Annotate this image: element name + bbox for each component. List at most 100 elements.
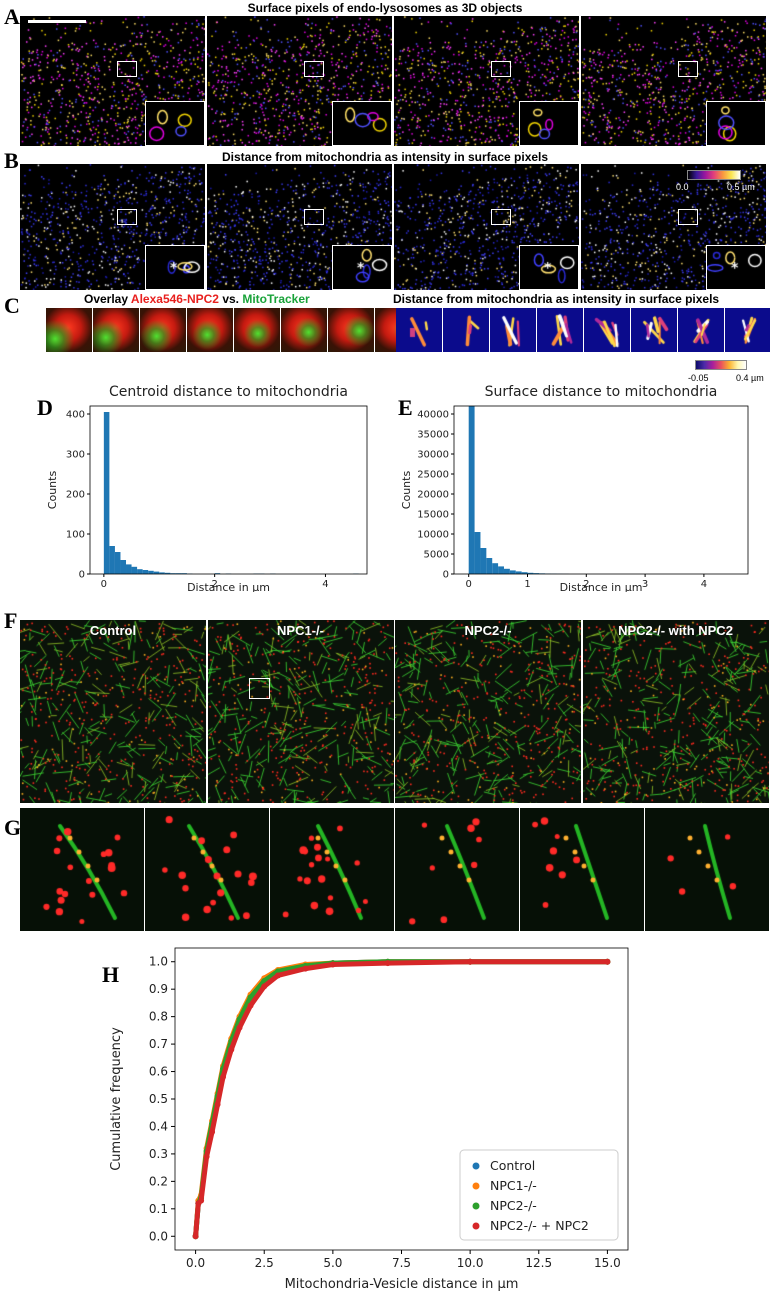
roi-box <box>304 209 324 225</box>
histogram-bar <box>214 573 221 574</box>
x-tick-label: 10.0 <box>457 1256 484 1270</box>
image-label-1: Control <box>89 623 137 638</box>
panel-label-d: D <box>37 395 53 420</box>
data-point <box>214 1101 221 1108</box>
histogram-surface-distance: Surface distance to mitochondria 0 1 2 3 4 0 50… <box>400 384 749 592</box>
panel-c-distance-title: Distance from mitochondria as intensity … <box>393 292 720 306</box>
panel-c-overlay-title: Overlay Alexa546-NPC2 vs. MitoTracker <box>84 292 310 306</box>
fluorescence-image-3 <box>395 620 581 803</box>
panel-g-image-row <box>20 808 770 933</box>
data-point <box>384 960 391 967</box>
histogram-bar <box>474 532 481 574</box>
histogram-bar <box>515 571 522 574</box>
data-point <box>192 1233 199 1240</box>
y-tick-label: 1.0 <box>149 955 168 969</box>
y-tick-label: 0 <box>79 570 85 581</box>
y-tick-label: 15000 <box>417 510 449 521</box>
chart-title: Centroid distance to mitochondria <box>109 384 348 400</box>
histogram-bar <box>131 566 138 574</box>
fluorescence-image-2 <box>207 620 394 803</box>
x-tick-label: 2.5 <box>255 1256 274 1270</box>
overlay-tile-4 <box>187 308 233 352</box>
overlay-red-label: Alexa546-NPC2 <box>130 292 219 306</box>
cumulative-frequency-chart: 0.0 2.5 5.0 7.5 10.0 12.5 15.0 0.0 0.1 0.2 0.3 0.4 0… <box>109 947 629 1292</box>
x-tick-label: 0 <box>101 579 107 590</box>
zoom-inset <box>145 101 205 146</box>
roi-box <box>491 209 511 225</box>
y-tick-label: 0.5 <box>149 1092 168 1106</box>
histogram-bar <box>509 570 516 574</box>
panel-label-c: C <box>4 293 20 318</box>
panel-label-g: G <box>4 815 22 840</box>
y-tick-label: 25000 <box>417 470 449 481</box>
y-tick-label: 35000 <box>417 430 449 441</box>
histogram-bar <box>148 570 154 574</box>
histogram-bar <box>126 564 132 574</box>
overlay-tile-6 <box>281 308 327 352</box>
timelapse-frame-5 <box>520 808 644 931</box>
legend-marker <box>472 1202 480 1210</box>
legend-label: NPC2-/- + NPC2 <box>490 1218 589 1233</box>
histogram-centroid-distance: Centroid distance to mitochondria 0 2 4 0 100… <box>46 384 368 592</box>
data-point <box>302 965 309 972</box>
distance-tile-3 <box>490 308 536 352</box>
fluorescence-image-4 <box>582 620 769 803</box>
x-tick-label: 5.0 <box>323 1256 342 1270</box>
distance-tile-6 <box>631 308 677 352</box>
timelapse-frame-6 <box>645 808 769 931</box>
y-tick-label: 0.3 <box>149 1147 168 1161</box>
distance-tile-8 <box>725 308 770 352</box>
timelapse-frame-1 <box>20 808 144 931</box>
data-point <box>467 958 474 965</box>
y-tick-label: 20000 <box>417 490 449 501</box>
y-tick-label: 100 <box>66 530 85 541</box>
data-point <box>198 1197 205 1204</box>
data-point <box>329 961 336 968</box>
x-tick-label: 2 <box>211 579 217 590</box>
x-tick-label: 12.5 <box>525 1256 552 1270</box>
x-tick-label: 4 <box>701 579 707 590</box>
series-npc2-npc2 <box>192 958 611 1240</box>
panel-a-image-row <box>20 16 770 146</box>
histogram-bar <box>521 572 528 574</box>
data-point <box>220 1074 227 1081</box>
y-tick-label: 5000 <box>424 550 449 561</box>
x-tick-label: 15.0 <box>594 1256 621 1270</box>
distance-tile-4 <box>537 308 583 352</box>
histogram-bar <box>103 412 110 574</box>
panel-label-a: A <box>4 4 20 29</box>
panel-b-colorbar-max: 0.5 µm <box>727 182 755 192</box>
y-tick-label: 0.2 <box>149 1174 168 1188</box>
zoom-inset <box>332 245 392 290</box>
legend-label: Control <box>490 1158 535 1173</box>
panel-label-b: B <box>4 148 19 173</box>
overlay-tile-7 <box>328 308 374 352</box>
image-label-4: NPC2-/- with NPC2 <box>618 623 733 638</box>
y-tick-label: 10000 <box>417 530 449 541</box>
y-tick-label: 0.6 <box>149 1065 168 1079</box>
histogram-bar <box>142 570 149 574</box>
histogram-bar <box>114 552 121 574</box>
y-axis-label: Cumulative frequency <box>109 1027 124 1171</box>
chart-title: Surface distance to mitochondria <box>485 384 718 400</box>
histogram-bar <box>492 563 499 574</box>
zoom-inset <box>706 245 766 290</box>
plot-frame <box>453 405 749 575</box>
zoom-inset <box>519 101 579 146</box>
panel-b-colorbar-min: 0.0 <box>676 182 689 192</box>
panel-b-title: Distance from mitochondria as intensity … <box>221 150 549 164</box>
roi-box <box>678 61 698 77</box>
y-tick-label: 0 <box>443 570 449 581</box>
x-tick-label: 4 <box>322 579 328 590</box>
legend-marker <box>472 1162 480 1170</box>
data-point <box>236 1024 243 1031</box>
x-axis-label: Distance in µm <box>187 581 270 592</box>
data-point <box>228 1046 235 1053</box>
x-tick-label: 0.0 <box>186 1256 205 1270</box>
overlay-green-label: MitoTracker <box>242 292 310 306</box>
x-axis-label: Mitochondria-Vesicle distance in µm <box>285 1277 519 1292</box>
legend: Control NPC1-/- NPC2-/- NPC2-/- + NPC2 <box>459 1149 619 1241</box>
legend-label: NPC2-/- <box>490 1198 537 1213</box>
panel-label-e: E <box>398 395 413 420</box>
timelapse-frame-3 <box>270 808 394 931</box>
